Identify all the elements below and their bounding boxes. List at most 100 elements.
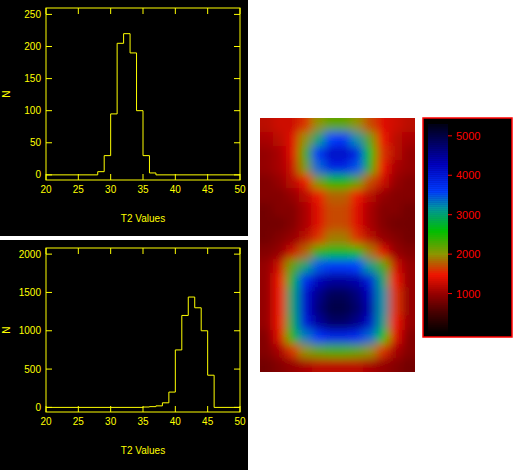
histogram-bin xyxy=(149,156,155,175)
heatmap-cell xyxy=(299,189,313,204)
heatmap-cell xyxy=(402,203,415,218)
heatmap-cell xyxy=(286,146,300,161)
heatmap-cell xyxy=(286,287,300,302)
heatmap-cell xyxy=(325,231,339,246)
heatmap-cell xyxy=(273,160,287,175)
histogram-marks xyxy=(46,34,240,175)
heatmap-cell xyxy=(325,301,339,316)
heatmap-cell xyxy=(273,287,287,302)
baseline xyxy=(46,174,98,175)
heatmap-cell xyxy=(286,174,300,189)
heatmap-cell xyxy=(363,160,377,175)
heatmap-cell xyxy=(312,273,326,288)
heatmap-cell xyxy=(363,273,377,288)
heatmap-cell xyxy=(402,217,415,232)
heatmap-cell xyxy=(350,174,364,189)
y-tick xyxy=(46,14,52,15)
heatmap-cell xyxy=(363,132,377,147)
heatmap-cell xyxy=(286,273,300,288)
heatmap-cell xyxy=(260,189,274,204)
heatmap-cell xyxy=(286,132,300,147)
heatmap-cell xyxy=(338,301,352,316)
y-tick xyxy=(234,330,240,331)
heatmap-cell xyxy=(286,217,300,232)
heatmap-cell xyxy=(350,273,364,288)
histogram-bin xyxy=(182,315,188,349)
heatmap-cell xyxy=(363,287,377,302)
heatmap-cell xyxy=(402,316,415,331)
heatmap-cell xyxy=(260,245,274,260)
heatmap-cell xyxy=(325,189,339,204)
x-tick xyxy=(175,8,176,14)
heatmap-cell xyxy=(299,245,313,260)
y-tick xyxy=(234,142,240,143)
heatmap-cell xyxy=(389,217,403,232)
heatmap-cell xyxy=(363,344,377,359)
heatmap-cell xyxy=(325,118,339,133)
x-tick xyxy=(207,8,208,14)
heatmap-cell xyxy=(273,203,287,218)
heatmap-cell xyxy=(363,301,377,316)
heatmap-cell xyxy=(273,273,287,288)
heatmap-cell xyxy=(325,132,339,147)
colorbar-gradient xyxy=(428,124,448,334)
heatmap-cell xyxy=(350,231,364,246)
colorbar-box xyxy=(423,118,512,337)
histogram-bin xyxy=(169,392,175,403)
heatmap-cell xyxy=(299,203,313,218)
heatmap-cell xyxy=(286,160,300,175)
heatmap-cell xyxy=(389,189,403,204)
x-tick-label: 50 xyxy=(234,184,246,195)
heatmap-cell xyxy=(376,344,390,359)
heatmap-cell xyxy=(260,273,274,288)
colorbar-tick xyxy=(448,293,452,294)
heatmap-cell xyxy=(363,330,377,345)
y-tick-label: 1500 xyxy=(19,287,42,298)
x-tick-label: 30 xyxy=(105,184,117,195)
histogram-bin xyxy=(111,114,117,156)
heatmap-cell xyxy=(325,217,339,232)
heatmap-cell xyxy=(350,203,364,218)
y-tick xyxy=(46,78,52,79)
heatmap-cell xyxy=(312,146,326,161)
heatmap-cell xyxy=(299,301,313,316)
y-tick xyxy=(234,110,240,111)
heatmap-cell xyxy=(338,189,352,204)
heatmap-cell xyxy=(286,259,300,274)
x-tick-label: 35 xyxy=(137,184,149,195)
x-tick xyxy=(46,406,47,412)
heatmap-cell xyxy=(273,245,287,260)
heatmap-cell xyxy=(299,358,313,372)
heatmap-cell xyxy=(363,259,377,274)
y-tick xyxy=(234,254,240,255)
heatmap-cell xyxy=(260,231,274,246)
heatmap-cell xyxy=(350,245,364,260)
y-tick-label: 0 xyxy=(35,169,41,180)
heatmap-cell xyxy=(312,316,326,331)
colorbar-tick xyxy=(448,214,452,215)
heatmap-cell xyxy=(312,259,326,274)
x-tick xyxy=(78,406,79,412)
heatmap-cell xyxy=(325,344,339,359)
heatmap-cell xyxy=(402,174,415,189)
heatmap-cell xyxy=(338,146,352,161)
heatmap-cell xyxy=(312,118,326,133)
histogram-bin xyxy=(98,172,104,175)
heatmap-cell xyxy=(363,203,377,218)
heatmap-cell xyxy=(312,189,326,204)
colorbar-tick xyxy=(448,254,452,255)
heatmap-cell xyxy=(325,316,339,331)
x-tick xyxy=(110,8,111,14)
heatmap-cell xyxy=(389,174,403,189)
y-tick xyxy=(234,292,240,293)
heatmap-cell xyxy=(350,316,364,331)
heatmap-cell xyxy=(389,287,403,302)
heatmap-cell xyxy=(402,118,415,133)
heatmap-cell xyxy=(389,203,403,218)
heatmap-cell xyxy=(299,174,313,189)
plot-frame xyxy=(46,248,240,412)
histogram-bin xyxy=(117,43,123,114)
y-tick-label: 200 xyxy=(24,41,41,52)
heatmap-cell xyxy=(350,217,364,232)
heatmap-cell xyxy=(273,118,287,133)
